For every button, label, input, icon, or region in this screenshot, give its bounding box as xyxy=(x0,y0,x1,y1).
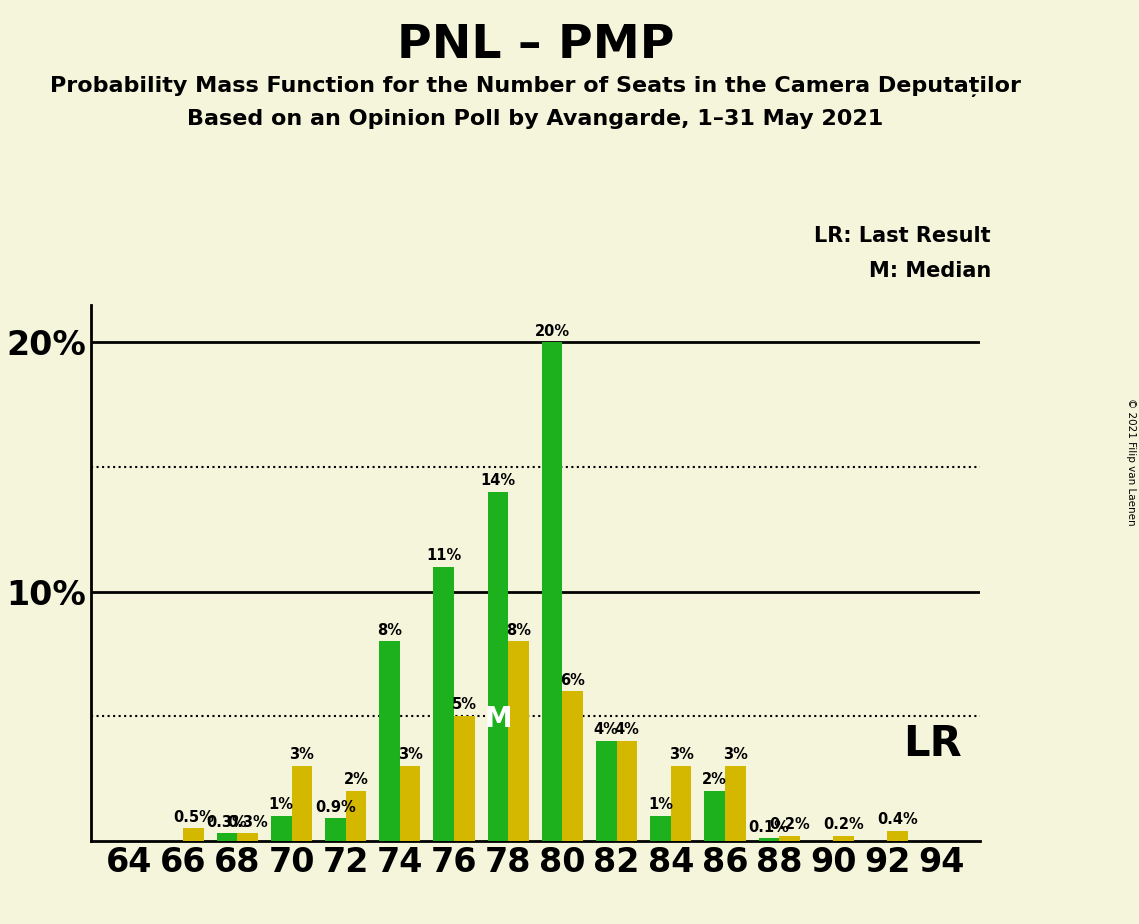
Bar xyxy=(379,641,400,841)
Text: 3%: 3% xyxy=(398,748,423,762)
Text: Probability Mass Function for the Number of Seats in the Camera Deputaților: Probability Mass Function for the Number… xyxy=(50,76,1021,97)
Bar xyxy=(183,829,204,841)
Text: 0.5%: 0.5% xyxy=(173,809,214,824)
Text: 2%: 2% xyxy=(344,772,368,787)
Bar xyxy=(616,741,637,841)
Bar xyxy=(759,838,779,841)
Bar xyxy=(237,833,257,841)
Text: 4%: 4% xyxy=(614,723,639,737)
Bar xyxy=(325,819,346,841)
Bar xyxy=(650,816,671,841)
Text: 0.4%: 0.4% xyxy=(877,812,918,827)
Text: 3%: 3% xyxy=(723,748,747,762)
Text: 0.3%: 0.3% xyxy=(228,815,268,830)
Text: PNL – PMP: PNL – PMP xyxy=(396,23,674,68)
Bar xyxy=(508,641,528,841)
Text: 0.9%: 0.9% xyxy=(316,799,355,815)
Bar xyxy=(596,741,616,841)
Bar xyxy=(671,766,691,841)
Bar xyxy=(563,691,583,841)
Text: 8%: 8% xyxy=(377,623,402,638)
Text: 0.2%: 0.2% xyxy=(823,817,865,833)
Text: 4%: 4% xyxy=(593,723,618,737)
Text: LR: LR xyxy=(903,723,961,765)
Text: 5%: 5% xyxy=(452,698,477,712)
Text: 1%: 1% xyxy=(269,797,294,812)
Text: M: Median: M: Median xyxy=(869,261,991,281)
Text: 11%: 11% xyxy=(426,548,461,563)
Text: 1%: 1% xyxy=(648,797,673,812)
Text: © 2021 Filip van Laenen: © 2021 Filip van Laenen xyxy=(1126,398,1136,526)
Text: 0.2%: 0.2% xyxy=(769,817,810,833)
Text: 14%: 14% xyxy=(481,473,516,488)
Bar xyxy=(216,833,237,841)
Text: 0.3%: 0.3% xyxy=(206,815,247,830)
Text: Based on an Opinion Poll by Avangarde, 1–31 May 2021: Based on an Opinion Poll by Avangarde, 1… xyxy=(187,109,884,129)
Text: 2%: 2% xyxy=(703,772,727,787)
Text: 3%: 3% xyxy=(669,748,694,762)
Bar xyxy=(292,766,312,841)
Bar xyxy=(454,716,475,841)
Text: 8%: 8% xyxy=(506,623,531,638)
Bar xyxy=(487,492,508,841)
Bar xyxy=(704,791,724,841)
Bar xyxy=(271,816,292,841)
Text: 6%: 6% xyxy=(560,673,585,687)
Bar xyxy=(834,836,854,841)
Text: 0.1%: 0.1% xyxy=(748,820,789,834)
Bar xyxy=(724,766,746,841)
Text: 20%: 20% xyxy=(534,323,570,338)
Bar xyxy=(346,791,367,841)
Bar xyxy=(779,836,800,841)
Text: 3%: 3% xyxy=(289,748,314,762)
Bar xyxy=(434,566,454,841)
Bar xyxy=(400,766,420,841)
Bar xyxy=(887,831,908,841)
Text: LR: Last Result: LR: Last Result xyxy=(814,226,991,247)
Bar xyxy=(542,342,563,841)
Text: M: M xyxy=(484,705,511,733)
